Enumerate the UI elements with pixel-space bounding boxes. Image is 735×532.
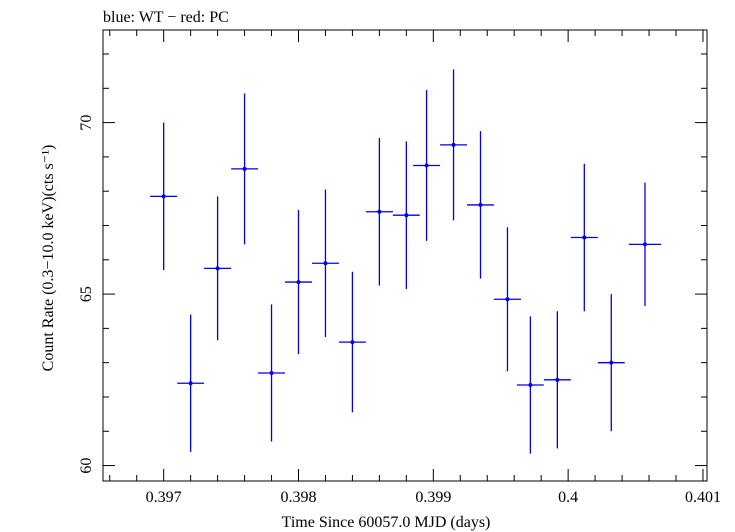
data-point	[493, 227, 521, 372]
data-marker	[642, 242, 647, 247]
data-points	[150, 69, 662, 454]
data-marker	[377, 209, 382, 214]
data-point	[570, 163, 598, 312]
data-marker	[296, 280, 301, 285]
data-point	[365, 138, 393, 286]
data-marker	[188, 381, 193, 386]
x-tick-label: 0.397	[146, 489, 182, 506]
data-marker	[528, 382, 533, 387]
data-point	[150, 122, 178, 271]
data-marker	[505, 297, 510, 302]
data-point	[516, 316, 544, 454]
y-axis-label: Count Rate (0.3−10.0 keV)(cts s⁻¹)	[40, 145, 57, 372]
data-point	[204, 196, 232, 341]
data-point	[231, 93, 259, 245]
x-tick-label: 0.4	[558, 489, 578, 506]
data-point	[597, 294, 625, 432]
x-tick-label: 0.398	[280, 489, 316, 506]
x-tick-label: 0.401	[685, 489, 721, 506]
data-marker	[404, 213, 409, 218]
data-marker	[161, 194, 166, 199]
data-point	[311, 189, 339, 337]
data-marker	[242, 166, 247, 171]
y-tick-label: 65	[78, 286, 95, 302]
data-point	[467, 131, 494, 279]
data-point	[543, 311, 571, 449]
data-point	[338, 271, 366, 413]
data-marker	[323, 261, 328, 266]
y-tick-label: 70	[78, 115, 95, 131]
x-axis-label: Time Since 60057.0 MJD (days)	[282, 514, 491, 531]
data-point	[285, 210, 312, 355]
plot-frame	[102, 29, 708, 482]
y-tick-label: 60	[78, 458, 95, 474]
data-point	[392, 141, 420, 289]
data-marker	[424, 163, 429, 168]
data-point	[628, 182, 662, 307]
data-point	[258, 304, 286, 442]
data-marker	[451, 142, 456, 147]
data-marker	[555, 377, 560, 382]
data-marker	[215, 266, 220, 271]
data-point	[440, 69, 468, 221]
data-marker	[582, 235, 587, 240]
x-tick-label: 0.399	[415, 489, 451, 506]
data-point	[413, 90, 441, 241]
chart-title: blue: WT − red: PC	[103, 9, 229, 26]
data-marker	[269, 370, 274, 375]
data-marker	[350, 340, 355, 345]
data-point	[177, 314, 205, 452]
axis-ticks: 0.397 0.398 0.399 0.4 0.401 60 65 70	[78, 30, 721, 506]
data-marker	[609, 360, 614, 365]
data-marker	[478, 202, 483, 207]
